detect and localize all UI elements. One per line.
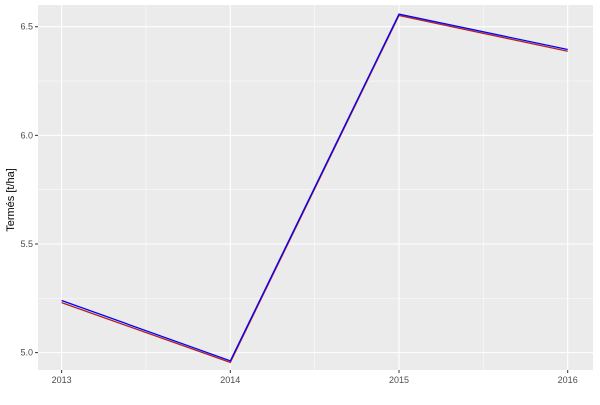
x-tick-label: 2013 <box>52 375 72 385</box>
major-gridlines <box>38 5 593 370</box>
x-tick-label: 2014 <box>220 375 240 385</box>
series-line-2 <box>61 13 568 362</box>
y-tick-label: 5.0 <box>20 348 33 358</box>
x-tick-label: 2016 <box>558 375 578 385</box>
series-lines <box>61 13 568 364</box>
y-tick-label: 6.5 <box>20 22 33 32</box>
y-axis-label: Termés [t/ha] <box>5 168 17 232</box>
y-tick-label: 6.0 <box>20 130 33 140</box>
x-tick-label: 2015 <box>389 375 409 385</box>
y-tick-label: 5.5 <box>20 239 33 249</box>
x-axis: 2013 2014 2015 2016 <box>52 370 578 385</box>
y-axis: 5.0 5.5 6.0 6.5 <box>20 22 38 358</box>
